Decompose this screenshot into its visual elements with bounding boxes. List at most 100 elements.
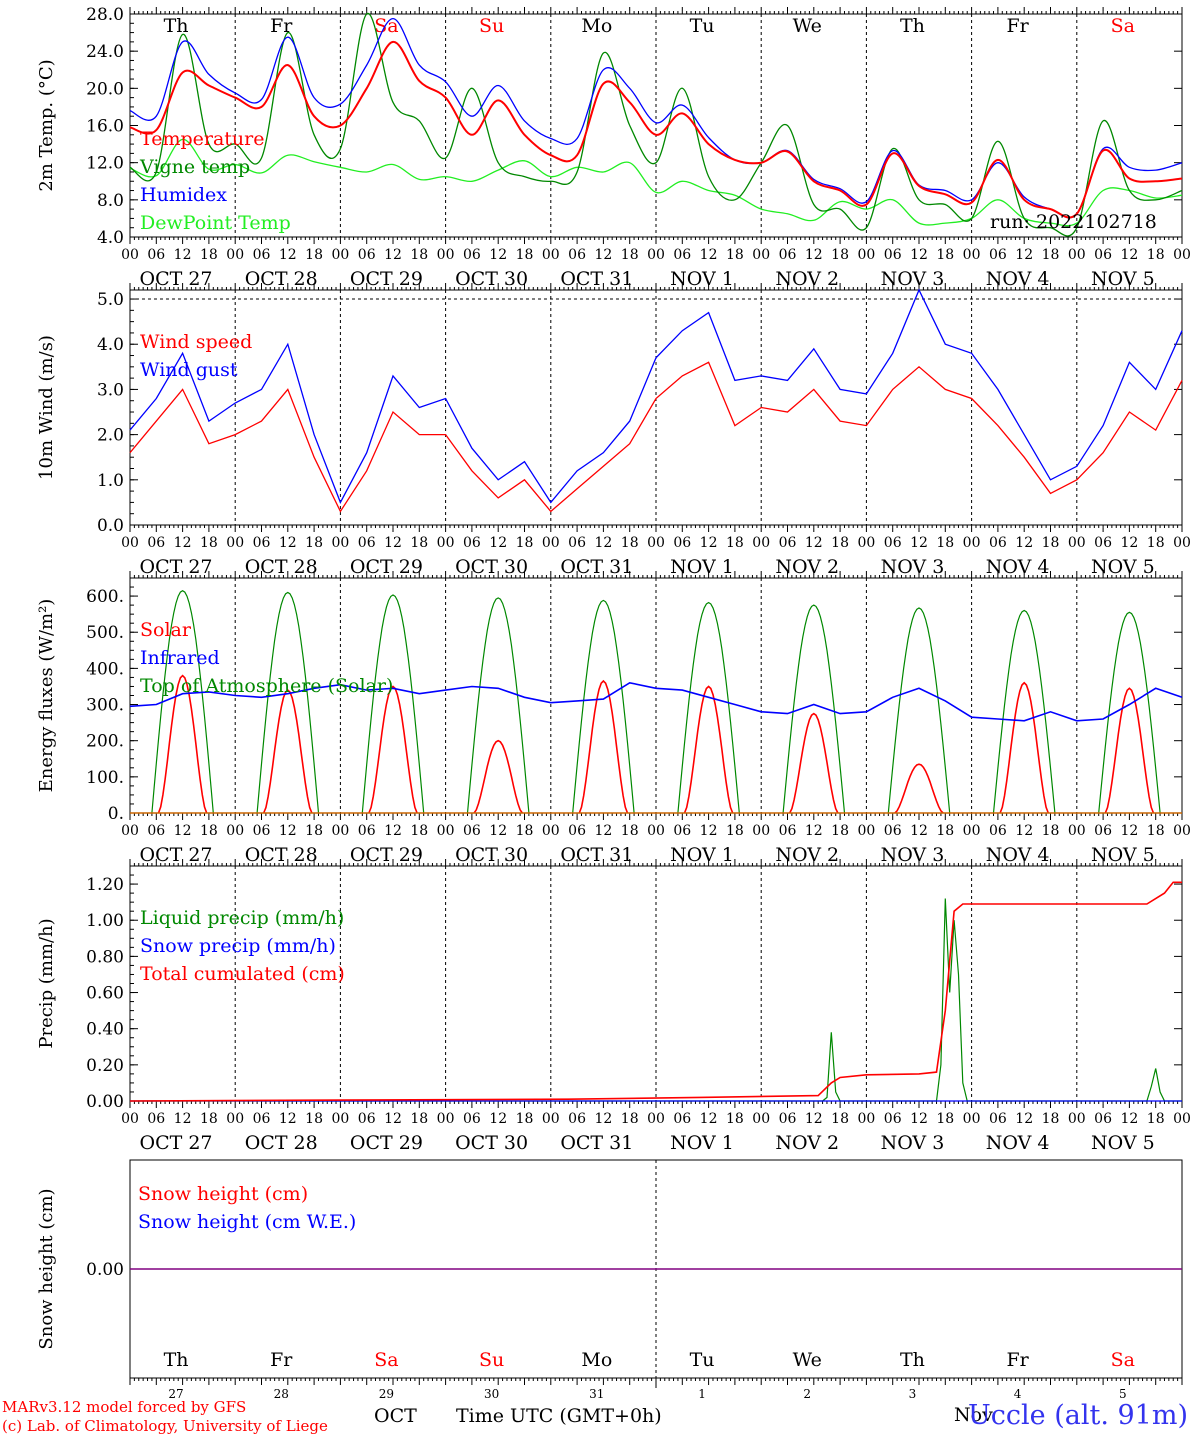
toa-solar-curve xyxy=(466,597,530,814)
toa-solar-curve xyxy=(992,609,1056,814)
hour-label: 06 xyxy=(463,1111,481,1127)
y-axis-label: 2m Temp. (°C) xyxy=(36,59,57,191)
hour-label: 18 xyxy=(410,1111,428,1127)
y-tick-label: 16.0 xyxy=(86,117,124,137)
footer-credits: MARv3.12 model forced by GFS (c) Lab. of… xyxy=(2,1398,328,1436)
solar-curve xyxy=(788,712,839,814)
y-tick-label: 0.20 xyxy=(86,1056,124,1076)
date-label: NOV 3 xyxy=(881,844,945,866)
hour-label: 00 xyxy=(963,247,981,263)
hour-label: 18 xyxy=(305,1111,323,1127)
weekday-label: Tu xyxy=(690,1349,715,1371)
hour-label: 06 xyxy=(989,1111,1007,1127)
legend-snow-height-cm: Snow height (cm) xyxy=(138,1183,308,1205)
hour-label: 12 xyxy=(174,823,192,839)
plot-frame xyxy=(129,13,1183,238)
series-wind-speed xyxy=(129,361,1183,513)
weekday-label: Mo xyxy=(581,1349,612,1371)
hour-label: 18 xyxy=(410,823,428,839)
hour-label: 00 xyxy=(437,535,455,551)
hour-label: 00 xyxy=(647,247,665,263)
y-tick-label: 12.0 xyxy=(86,154,124,174)
hour-label: 00 xyxy=(1068,247,1086,263)
hour-label: 18 xyxy=(1147,535,1165,551)
hour-label: 12 xyxy=(805,535,823,551)
hour-label: 12 xyxy=(279,247,297,263)
hour-label: 06 xyxy=(568,535,586,551)
y-tick-label: 20.0 xyxy=(86,79,124,99)
hour-label: 18 xyxy=(410,247,428,263)
date-label: NOV 4 xyxy=(986,844,1050,866)
hour-label: 06 xyxy=(358,823,376,839)
hour-label: 12 xyxy=(594,247,612,263)
legend-humidex: Humidex xyxy=(140,184,227,206)
hour-label: 00 xyxy=(1068,535,1086,551)
hour-label: 18 xyxy=(1042,1111,1060,1127)
hour-label: 18 xyxy=(936,1111,954,1127)
y-tick-label: 0.00 xyxy=(86,1092,124,1112)
hour-label: 18 xyxy=(1147,823,1165,839)
day-number-label: 1 xyxy=(698,1387,706,1401)
date-label: OCT 27 xyxy=(140,268,213,290)
run-annotation: run: 2022102718 xyxy=(990,211,1157,233)
hour-label: 12 xyxy=(489,535,507,551)
y-tick-label: 1.0 xyxy=(97,471,124,491)
date-label: NOV 5 xyxy=(1091,268,1155,290)
date-label: OCT 31 xyxy=(560,1132,633,1154)
hour-label: 18 xyxy=(831,247,849,263)
hour-label: 12 xyxy=(489,823,507,839)
hour-label: 12 xyxy=(594,1111,612,1127)
date-label: OCT 28 xyxy=(245,1132,318,1154)
y-tick-label: 0. xyxy=(108,804,124,824)
hour-label: 00 xyxy=(647,1111,665,1127)
hour-label: 12 xyxy=(910,823,928,839)
hour-label: 12 xyxy=(910,535,928,551)
hour-label: 18 xyxy=(1147,247,1165,263)
date-label: OCT 30 xyxy=(455,556,528,578)
hour-label: 12 xyxy=(1015,1111,1033,1127)
hour-label: 06 xyxy=(989,247,1007,263)
day-number-label: 29 xyxy=(379,1387,394,1401)
toa-solar-curve xyxy=(782,604,846,814)
y-axis-label: Precip (mm/h) xyxy=(36,918,57,1048)
hour-label: 06 xyxy=(463,535,481,551)
y-tick-label: 0.0 xyxy=(97,516,124,536)
hour-label: 00 xyxy=(437,247,455,263)
hour-label: 18 xyxy=(516,535,534,551)
hour-label: 06 xyxy=(779,1111,797,1127)
hour-label: 18 xyxy=(621,535,639,551)
day-number-label: 5 xyxy=(1119,1387,1127,1401)
hour-label: 00 xyxy=(1068,823,1086,839)
hour-label: 12 xyxy=(1015,535,1033,551)
day-number-label: 30 xyxy=(484,1387,499,1401)
hour-label: 18 xyxy=(410,535,428,551)
hour-label: 00 xyxy=(1173,535,1191,551)
toa-solar-curve xyxy=(572,599,635,814)
date-label: OCT 27 xyxy=(140,1132,213,1154)
hour-label: 00 xyxy=(963,535,981,551)
hour-label: 12 xyxy=(700,247,718,263)
series-total-cumulated-cm- xyxy=(129,881,1182,1102)
date-label: NOV 5 xyxy=(1091,1132,1155,1154)
hour-label: 18 xyxy=(726,1111,744,1127)
date-label: NOV 4 xyxy=(986,268,1050,290)
hour-label: 06 xyxy=(779,823,797,839)
hour-label: 06 xyxy=(779,247,797,263)
weekday-label: We xyxy=(793,15,822,37)
oct-month-label: OCT xyxy=(374,1405,417,1427)
legend-wind-speed: Wind speed xyxy=(140,331,252,353)
y-tick-label: 1.20 xyxy=(86,875,124,895)
hour-label: 06 xyxy=(673,247,691,263)
hour-label: 06 xyxy=(358,247,376,263)
date-label: OCT 28 xyxy=(245,556,318,578)
y-tick-label: 300. xyxy=(86,696,124,716)
solar-curve xyxy=(157,674,208,814)
hour-label: 06 xyxy=(358,535,376,551)
date-label: NOV 2 xyxy=(775,556,839,578)
date-label: NOV 1 xyxy=(670,268,734,290)
hour-label: 18 xyxy=(726,247,744,263)
y-tick-label: 5.0 xyxy=(97,290,124,310)
toa-solar-curve xyxy=(361,594,425,814)
hour-label: 06 xyxy=(989,535,1007,551)
